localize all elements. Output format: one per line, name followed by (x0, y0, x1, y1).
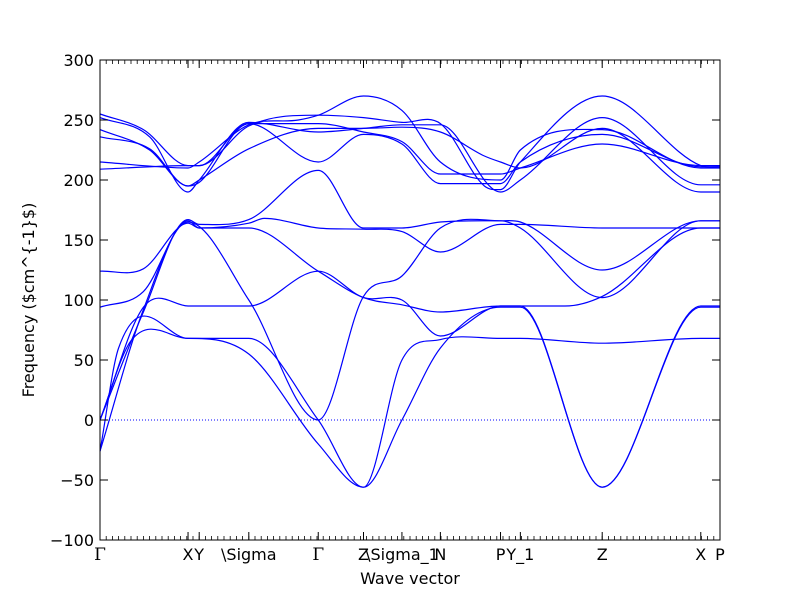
band-line (99, 306, 720, 488)
y-ticks: −100 −50 0 50 100 150 200 250 300 (50, 51, 720, 550)
band-line (99, 123, 720, 175)
band-line (99, 116, 720, 193)
band-line (99, 270, 720, 488)
x-ticks: Γ X Y \Sigma Γ Z\Sigma_1N P Y_1 Z X P (94, 60, 725, 565)
x-tick-label: Γ (312, 545, 324, 565)
band-line (99, 328, 720, 488)
x-tick-label: P (715, 545, 725, 564)
y-tick-label: −100 (50, 531, 94, 550)
x-axis-label: Wave vector (360, 569, 460, 588)
y-axis-label: Frequency ($cm^{-1}$) (19, 203, 38, 398)
band-line (99, 95, 721, 191)
x-tick-label: Y (193, 545, 204, 564)
y-tick-label: 300 (63, 51, 94, 70)
y-tick-label: 250 (63, 111, 94, 130)
y-tick-label: −50 (60, 471, 94, 490)
x-tick-label: X (183, 545, 194, 564)
x-tick-label: \Sigma (221, 545, 277, 564)
band-line (99, 122, 720, 187)
band-line (99, 95, 720, 181)
band-line (99, 169, 720, 421)
y-tick-label: 0 (84, 411, 94, 430)
y-tick-label: 150 (63, 231, 94, 250)
band-line (99, 217, 720, 308)
band-line (99, 218, 720, 452)
y-tick-label: 200 (63, 171, 94, 190)
plot-frame (99, 59, 721, 541)
band-lines (99, 95, 721, 488)
x-tick-label: N (434, 545, 446, 564)
x-tick-label: \Sigma_1 (365, 545, 439, 565)
band-line (99, 126, 720, 193)
x-tick-label: Γ (94, 545, 106, 565)
x-tick-label: Z (597, 545, 608, 564)
x-tick-label: Z (358, 545, 369, 564)
y-tick-label: 50 (74, 351, 94, 370)
x-tick-label: X (695, 545, 706, 564)
band-line (99, 222, 720, 313)
x-tick-label: Y_1 (505, 545, 534, 565)
y-tick-label: 100 (63, 291, 94, 310)
x-tick-label: P (496, 545, 506, 564)
